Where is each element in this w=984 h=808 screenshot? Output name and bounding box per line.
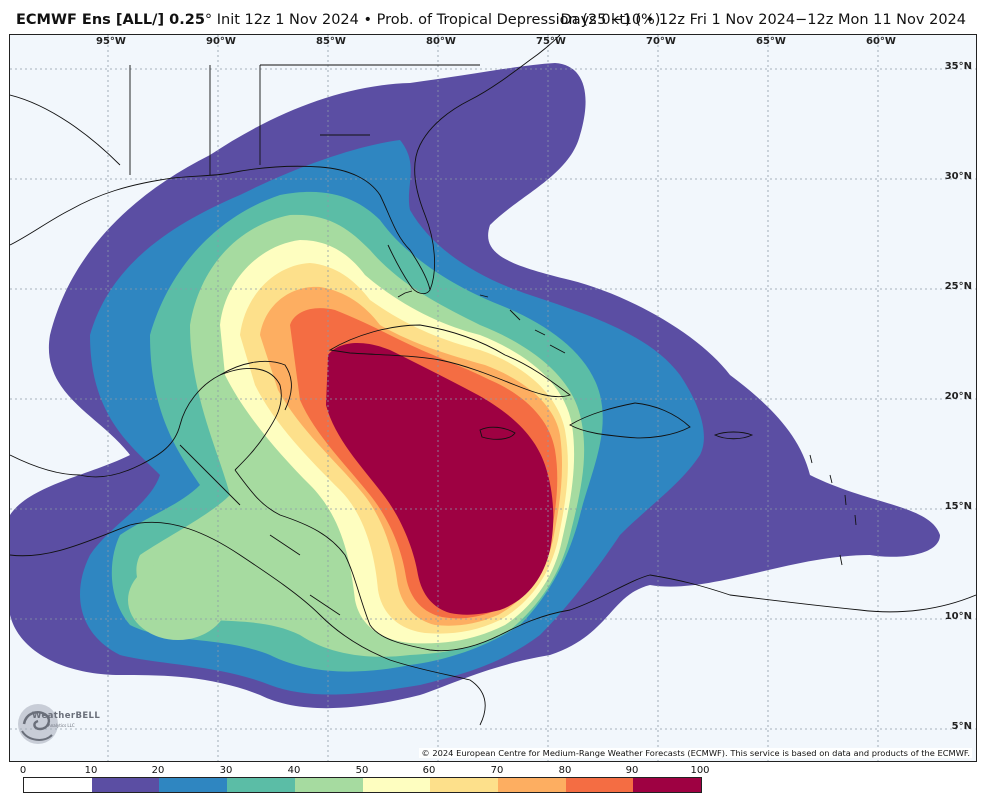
colorbar-segment-5 <box>362 778 431 792</box>
colorbar <box>23 777 702 793</box>
colorbar-tick-30: 30 <box>219 765 233 776</box>
coastlines <box>10 35 976 726</box>
lon-label-65w: 65°W <box>756 36 786 47</box>
colorbar-tick-60: 60 <box>422 765 436 776</box>
contour-40-pocket <box>128 560 228 640</box>
lat-label-35n: 35°N <box>944 61 972 72</box>
swirl-icon <box>18 704 58 744</box>
map-frame: 95°W 90°W 85°W 80°W 75°W 70°W 65°W 60°W … <box>9 34 977 762</box>
state-borders <box>129 64 480 175</box>
lon-label-70w: 70°W <box>646 36 676 47</box>
lat-label-25n: 25°N <box>944 281 972 292</box>
graticule <box>10 35 976 761</box>
lat-label-5n: 5°N <box>951 721 972 732</box>
valid-period: Days 0−10 • 12z Fri 1 Nov 2024−12z Mon 1… <box>560 12 966 28</box>
cuba <box>328 324 571 398</box>
lat-label-30n: 30°N <box>944 171 972 182</box>
lat-label-15n: 15°N <box>944 501 972 512</box>
degree-symbol: ° <box>204 12 213 28</box>
bahamas <box>479 294 566 354</box>
colorbar-segment-1 <box>91 778 160 792</box>
colorbar-tick-0: 0 <box>19 765 27 776</box>
lon-label-75w: 75°W <box>536 36 566 47</box>
colorbar-segment-8 <box>565 778 634 792</box>
colorbar-segment-2 <box>159 778 228 792</box>
us-gulf-coast <box>10 165 431 295</box>
map-title: ECMWF Ens [ALL/] 0.25° Init 12z 1 Nov 20… <box>16 12 660 28</box>
colorbar-tick-90: 90 <box>625 765 639 776</box>
lon-label-85w: 85°W <box>316 36 346 47</box>
colorbar-segment-9 <box>633 778 702 792</box>
model-name: ECMWF Ens [ALL/] 0.25 <box>16 12 205 28</box>
south-america-coast <box>499 574 976 636</box>
mexico-coast <box>10 368 282 478</box>
colorbar-segment-7 <box>497 778 566 792</box>
us-atlantic-coast <box>414 35 561 291</box>
colorbar-tick-100: 100 <box>690 765 710 776</box>
title-bar: ECMWF Ens [ALL/] 0.25° Init 12z 1 Nov 20… <box>0 0 984 34</box>
probability-map <box>10 35 976 761</box>
copyright-notice: © 2024 European Centre for Medium-Range … <box>419 748 972 758</box>
lon-label-80w: 80°W <box>426 36 456 47</box>
lat-label-10n: 10°N <box>944 611 972 622</box>
logo-name: WeatherBELL <box>32 711 101 721</box>
colorbar-tick-80: 80 <box>558 765 572 776</box>
colorbar-segment-0 <box>24 778 92 792</box>
lon-label-95w: 95°W <box>96 36 126 47</box>
florida-keys <box>397 290 413 298</box>
lon-label-60w: 60°W <box>866 36 896 47</box>
hispaniola <box>569 402 691 439</box>
jamaica <box>479 426 516 440</box>
lat-label-20n: 20°N <box>944 391 972 402</box>
probability-contours <box>10 63 940 709</box>
central-america-caribbean <box>234 469 501 652</box>
puerto-rico <box>713 431 754 440</box>
colorbar-tick-70: 70 <box>490 765 504 776</box>
init-text: Init 12z 1 Nov 2024 • Prob. of Tropical … <box>212 12 661 28</box>
weatherbell-logo: WeatherBELL Analytics LLC <box>14 701 100 747</box>
logo-tagline: Analytics LLC <box>48 723 75 728</box>
colorbar-segment-4 <box>294 778 363 792</box>
central-america-pacific <box>10 521 486 726</box>
colorbar-tick-40: 40 <box>287 765 301 776</box>
colorbar-tick-10: 10 <box>84 765 98 776</box>
lesser-antilles <box>809 454 857 566</box>
lon-label-90w: 90°W <box>206 36 236 47</box>
colorbar-segment-6 <box>430 778 498 792</box>
colorbar-segment-3 <box>227 778 295 792</box>
central-america-borders <box>179 444 341 616</box>
yucatan <box>219 360 292 411</box>
colorbar-tick-50: 50 <box>355 765 369 776</box>
colorbar-tick-20: 20 <box>151 765 165 776</box>
contour-90 <box>326 343 554 615</box>
mexico-us-border <box>10 94 121 166</box>
